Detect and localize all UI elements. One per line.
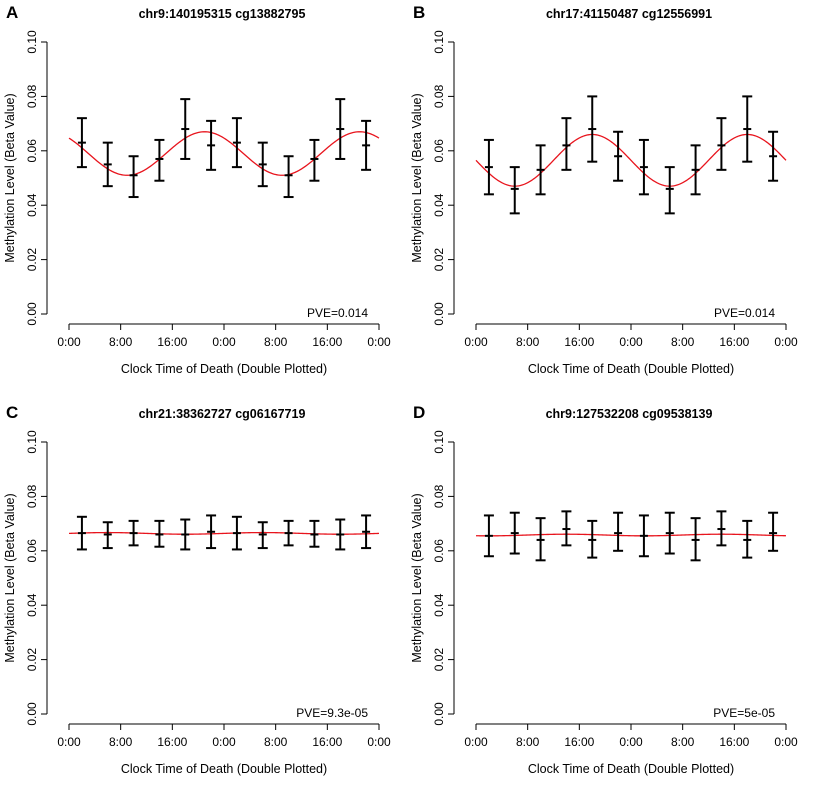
- pve-annotation: PVE=0.014: [307, 306, 368, 320]
- y-tick-label: 0.00: [25, 702, 39, 726]
- x-axis-label: Clock Time of Death (Double Plotted): [121, 762, 327, 776]
- chart-title: chr17:41150487 cg12556991: [546, 7, 712, 21]
- x-tick-label: 16:00: [719, 335, 749, 349]
- x-tick-label: 16:00: [564, 335, 594, 349]
- panel-letter: B: [413, 3, 425, 22]
- y-tick-label: 0.00: [25, 302, 39, 326]
- x-tick-label: 16:00: [312, 335, 342, 349]
- y-tick-label: 0.04: [25, 193, 39, 217]
- y-tick-label: 0.06: [432, 539, 446, 563]
- x-tick-label: 0:00: [619, 735, 643, 749]
- chart-title: chr9:127532208 cg09538139: [546, 407, 713, 421]
- y-axis-label: Methylation Level (Beta Value): [410, 493, 424, 662]
- chart-title: chr21:38362727 cg06167719: [139, 407, 306, 421]
- y-tick-label: 0.02: [432, 648, 446, 672]
- y-axis-label: Methylation Level (Beta Value): [3, 93, 17, 262]
- x-axis-label: Clock Time of Death (Double Plotted): [528, 362, 734, 376]
- x-tick-label: 0:00: [774, 735, 798, 749]
- x-tick-label: 0:00: [367, 735, 391, 749]
- x-tick-label: 8:00: [264, 335, 288, 349]
- x-tick-label: 8:00: [516, 735, 540, 749]
- y-tick-label: 0.06: [25, 139, 39, 163]
- x-axis-label: Clock Time of Death (Double Plotted): [528, 762, 734, 776]
- panel-letter: D: [413, 403, 425, 422]
- y-tick-label: 0.08: [432, 484, 446, 508]
- y-tick-label: 0.02: [432, 248, 446, 272]
- x-tick-label: 0:00: [464, 735, 488, 749]
- x-tick-label: 8:00: [109, 335, 133, 349]
- panel-letter: A: [6, 3, 18, 22]
- x-tick-label: 8:00: [264, 735, 288, 749]
- x-tick-label: 0:00: [774, 335, 798, 349]
- x-tick-label: 0:00: [57, 335, 81, 349]
- y-tick-label: 0.10: [432, 30, 446, 54]
- x-tick-label: 16:00: [564, 735, 594, 749]
- y-tick-label: 0.06: [25, 539, 39, 563]
- y-tick-label: 0.10: [432, 430, 446, 454]
- fit-curve: [68, 131, 380, 176]
- y-tick-label: 0.10: [25, 430, 39, 454]
- x-tick-label: 16:00: [157, 735, 187, 749]
- y-axis-label: Methylation Level (Beta Value): [410, 93, 424, 262]
- y-tick-label: 0.08: [25, 484, 39, 508]
- x-tick-label: 8:00: [109, 735, 133, 749]
- x-tick-label: 0:00: [367, 335, 391, 349]
- x-tick-label: 0:00: [464, 335, 488, 349]
- x-tick-label: 0:00: [619, 335, 643, 349]
- x-tick-label: 0:00: [212, 735, 236, 749]
- fit-curve: [475, 533, 787, 537]
- chart-title: chr9:140195315 cg13882795: [139, 7, 306, 21]
- x-tick-label: 8:00: [671, 335, 695, 349]
- y-tick-label: 0.04: [432, 593, 446, 617]
- y-tick-label: 0.02: [25, 648, 39, 672]
- x-tick-label: 8:00: [516, 335, 540, 349]
- x-tick-label: 0:00: [57, 735, 81, 749]
- fit-curve: [68, 531, 380, 535]
- x-tick-label: 8:00: [671, 735, 695, 749]
- y-tick-label: 0.08: [432, 84, 446, 108]
- y-tick-label: 0.00: [432, 302, 446, 326]
- y-tick-label: 0.04: [25, 593, 39, 617]
- pve-annotation: PVE=9.3e-05: [296, 706, 368, 720]
- y-axis-label: Methylation Level (Beta Value): [3, 493, 17, 662]
- x-axis-label: Clock Time of Death (Double Plotted): [121, 362, 327, 376]
- x-tick-label: 16:00: [157, 335, 187, 349]
- panel-letter: C: [6, 403, 18, 422]
- pve-annotation: PVE=0.014: [714, 306, 775, 320]
- x-tick-label: 16:00: [312, 735, 342, 749]
- y-tick-label: 0.04: [432, 193, 446, 217]
- y-tick-label: 0.10: [25, 30, 39, 54]
- y-tick-label: 0.08: [25, 84, 39, 108]
- x-tick-label: 0:00: [212, 335, 236, 349]
- pve-annotation: PVE=5e-05: [713, 706, 775, 720]
- y-tick-label: 0.06: [432, 139, 446, 163]
- y-tick-label: 0.00: [432, 702, 446, 726]
- fit-curve: [475, 133, 787, 187]
- x-tick-label: 16:00: [719, 735, 749, 749]
- y-tick-label: 0.02: [25, 248, 39, 272]
